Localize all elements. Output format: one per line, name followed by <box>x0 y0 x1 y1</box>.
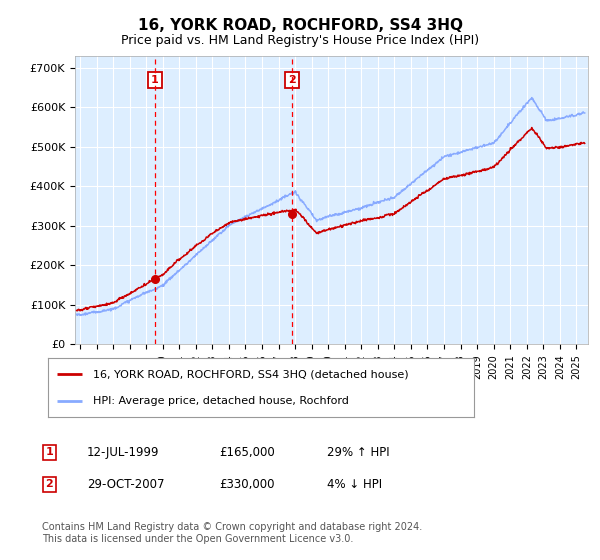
Text: 2: 2 <box>289 74 296 85</box>
Text: 16, YORK ROAD, ROCHFORD, SS4 3HQ (detached house): 16, YORK ROAD, ROCHFORD, SS4 3HQ (detach… <box>93 369 409 379</box>
Text: HPI: Average price, detached house, Rochford: HPI: Average price, detached house, Roch… <box>93 396 349 407</box>
Text: 2: 2 <box>46 479 53 489</box>
Text: £165,000: £165,000 <box>219 446 275 459</box>
Text: 29-OCT-2007: 29-OCT-2007 <box>87 478 164 491</box>
Text: 1: 1 <box>46 447 53 458</box>
Text: 12-JUL-1999: 12-JUL-1999 <box>87 446 160 459</box>
Text: 1: 1 <box>151 74 159 85</box>
Text: Price paid vs. HM Land Registry's House Price Index (HPI): Price paid vs. HM Land Registry's House … <box>121 34 479 46</box>
Text: £330,000: £330,000 <box>219 478 275 491</box>
Text: 4% ↓ HPI: 4% ↓ HPI <box>327 478 382 491</box>
Text: 16, YORK ROAD, ROCHFORD, SS4 3HQ: 16, YORK ROAD, ROCHFORD, SS4 3HQ <box>137 18 463 33</box>
Text: Contains HM Land Registry data © Crown copyright and database right 2024.
This d: Contains HM Land Registry data © Crown c… <box>42 522 422 544</box>
Text: 29% ↑ HPI: 29% ↑ HPI <box>327 446 389 459</box>
